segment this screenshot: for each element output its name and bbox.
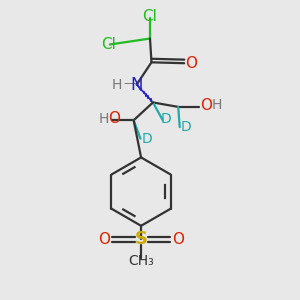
Text: O: O [98,232,110,247]
Text: D: D [142,132,152,146]
Text: Cl: Cl [142,9,158,24]
Text: N: N [130,76,143,94]
Text: CH₃: CH₃ [128,254,154,268]
Text: O: O [186,56,198,71]
Text: H: H [212,98,222,112]
Text: O: O [108,111,120,126]
Text: O: O [200,98,212,113]
Text: H: H [99,112,110,126]
Text: O: O [172,232,184,247]
Text: D: D [160,112,171,126]
Text: S: S [135,230,148,248]
Text: H: H [112,78,122,92]
Text: D: D [181,120,192,134]
Text: —: — [123,77,135,91]
Text: Cl: Cl [101,37,116,52]
